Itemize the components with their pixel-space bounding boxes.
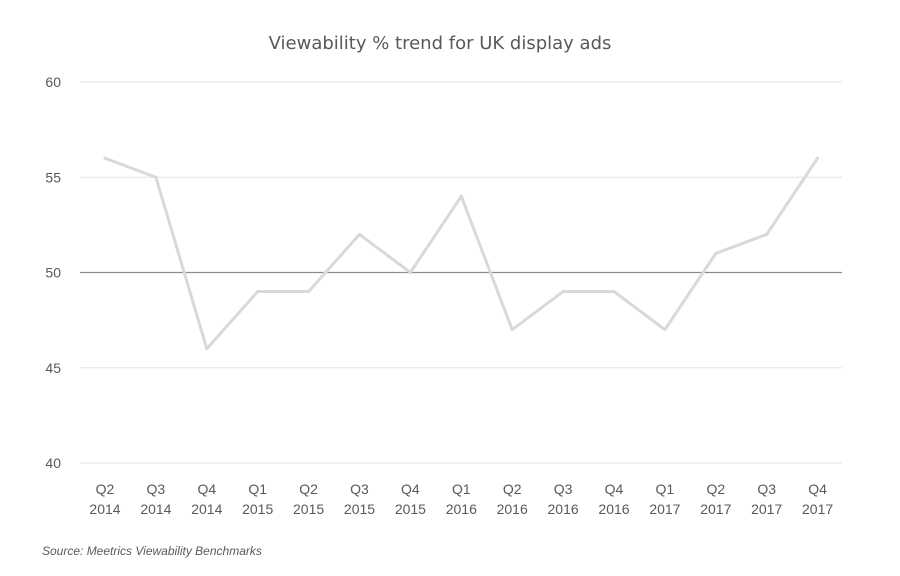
- y-tick-label-55: 55: [45, 169, 61, 185]
- data-point: [459, 194, 463, 198]
- x-axis-ticks: Q2 2014 Q3 2014 Q4 2014 Q1 2015 Q2 2015 Q3 2015 Q4 20…: [89, 481, 833, 517]
- x-tick-label-quarter: Q1: [248, 481, 267, 497]
- x-tick-label-quarter: Q3: [350, 481, 369, 497]
- x-tick-label-year: 2014: [89, 501, 120, 517]
- y-axis-ticks: 40 45 50 55 60: [45, 74, 61, 471]
- data-point: [765, 232, 769, 236]
- x-tick-label-year: 2015: [344, 501, 375, 517]
- data-point: [510, 328, 514, 332]
- x-tick-label-year: 2015: [242, 501, 273, 517]
- x-tick-label-year: 2017: [700, 501, 731, 517]
- x-tick-label-quarter: Q3: [757, 481, 776, 497]
- gridlines: [80, 81, 842, 464]
- data-point: [103, 156, 107, 160]
- x-tick-label-quarter: Q1: [656, 481, 675, 497]
- x-tick-label-year: 2016: [497, 501, 528, 517]
- x-tick-label-year: 2016: [548, 501, 579, 517]
- chart-title: Viewability % trend for UK display ads: [269, 33, 612, 54]
- y-tick-label-60: 60: [45, 74, 61, 90]
- data-point: [307, 290, 311, 294]
- data-point: [663, 328, 667, 332]
- y-tick-label-40: 40: [45, 455, 61, 471]
- y-tick-label-45: 45: [45, 360, 61, 376]
- x-tick-label-year: 2014: [191, 501, 222, 517]
- data-point: [154, 175, 158, 179]
- series-line-viewability: [103, 156, 820, 351]
- data-point: [612, 290, 616, 294]
- x-tick-label-year: 2014: [140, 501, 171, 517]
- x-tick-label-quarter: Q3: [147, 481, 166, 497]
- data-point: [408, 271, 412, 274]
- x-tick-label-quarter: Q4: [401, 481, 420, 497]
- x-tick-label-year: 2015: [395, 501, 426, 517]
- source-note: Source: Meetrics Viewability Benchmarks: [42, 544, 262, 558]
- x-tick-label-quarter: Q2: [503, 481, 522, 497]
- x-tick-label-year: 2015: [293, 501, 324, 517]
- x-tick-label-quarter: Q3: [554, 481, 573, 497]
- series-layer: [103, 156, 820, 351]
- x-tick-label-year: 2017: [649, 501, 680, 517]
- data-point: [561, 290, 565, 294]
- x-tick-label-quarter: Q4: [605, 481, 624, 497]
- x-tick-label-quarter: Q1: [452, 481, 471, 497]
- x-tick-label-quarter: Q2: [706, 481, 725, 497]
- x-tick-label-quarter: Q2: [299, 481, 318, 497]
- x-tick-label-year: 2016: [446, 501, 477, 517]
- x-tick-label-year: 2016: [598, 501, 629, 517]
- data-point: [205, 347, 209, 351]
- x-tick-label-quarter: Q4: [808, 481, 827, 497]
- data-point: [714, 251, 718, 255]
- data-point: [256, 290, 260, 294]
- y-tick-label-50: 50: [45, 265, 61, 281]
- x-tick-label-year: 2017: [751, 501, 782, 517]
- x-tick-label-quarter: Q2: [96, 481, 115, 497]
- data-point: [358, 232, 361, 236]
- x-tick-label-quarter: Q4: [197, 481, 216, 497]
- x-tick-label-year: 2017: [802, 501, 833, 517]
- data-point: [816, 156, 820, 160]
